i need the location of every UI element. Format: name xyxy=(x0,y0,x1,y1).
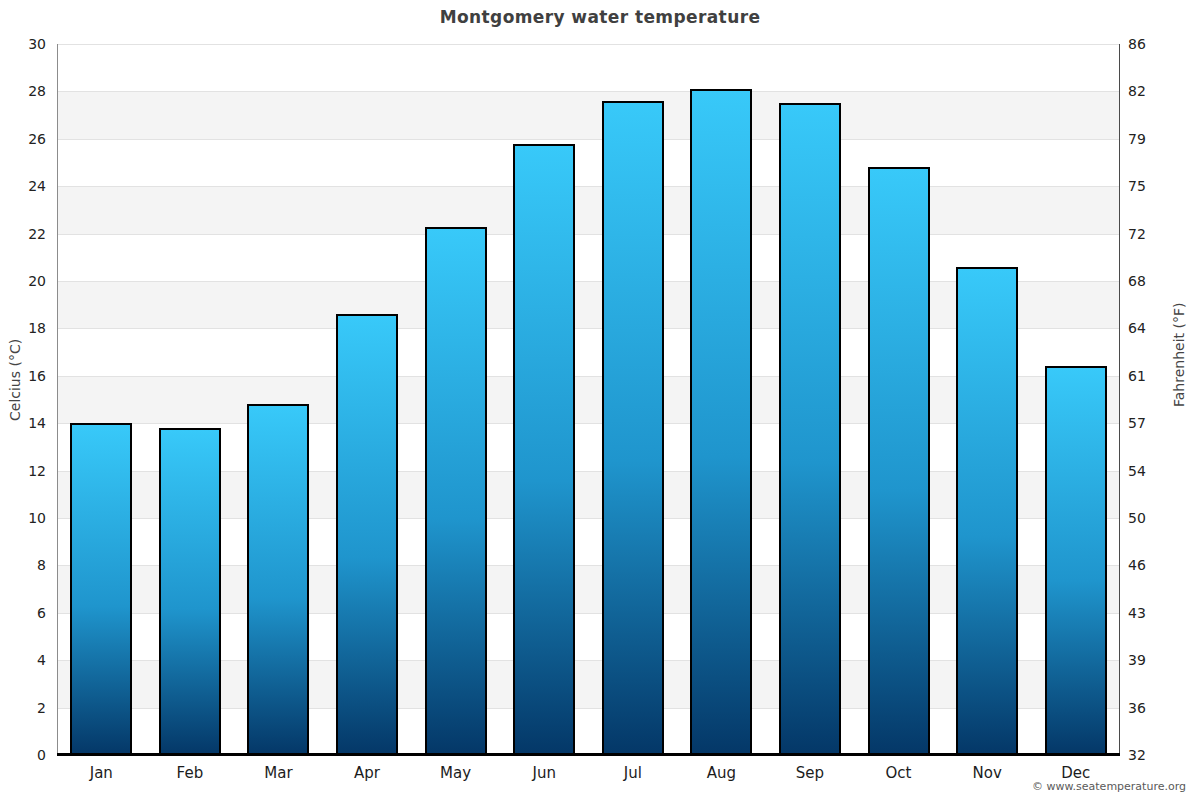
plot-band xyxy=(57,139,1120,186)
bar-jul xyxy=(602,101,664,755)
plot-band xyxy=(57,186,1120,233)
y-tick-celsius: 22 xyxy=(4,225,46,243)
y-tick-fahrenheit: 72 xyxy=(1128,225,1178,243)
y-tick-fahrenheit: 86 xyxy=(1128,35,1178,53)
y-tick-fahrenheit: 54 xyxy=(1128,462,1178,480)
gridline xyxy=(57,91,1120,92)
y-tick-fahrenheit: 32 xyxy=(1128,746,1178,764)
x-label-jul: Jul xyxy=(588,763,678,783)
bar-mar xyxy=(247,404,309,755)
y-tick-fahrenheit: 64 xyxy=(1128,319,1178,337)
x-label-oct: Oct xyxy=(854,763,944,783)
bar-jan xyxy=(70,423,132,755)
x-label-feb: Feb xyxy=(145,763,235,783)
y-tick-fahrenheit: 39 xyxy=(1128,651,1178,669)
plot-band xyxy=(57,91,1120,138)
y-tick-celsius: 8 xyxy=(4,556,46,574)
gridline xyxy=(57,186,1120,187)
y-tick-fahrenheit: 36 xyxy=(1128,699,1178,717)
y-tick-celsius: 24 xyxy=(4,177,46,195)
bar-oct xyxy=(868,167,930,755)
y-tick-celsius: 2 xyxy=(4,699,46,717)
y-tick-celsius: 16 xyxy=(4,367,46,385)
y-tick-fahrenheit: 79 xyxy=(1128,130,1178,148)
y-tick-celsius: 26 xyxy=(4,130,46,148)
gridline xyxy=(57,139,1120,140)
y-tick-celsius: 0 xyxy=(4,746,46,764)
bar-aug xyxy=(690,89,752,755)
y-tick-fahrenheit: 68 xyxy=(1128,272,1178,290)
bar-apr xyxy=(336,314,398,755)
y-tick-celsius: 4 xyxy=(4,651,46,669)
x-label-nov: Nov xyxy=(942,763,1032,783)
bar-sep xyxy=(779,103,841,755)
y-tick-celsius: 20 xyxy=(4,272,46,290)
bar-nov xyxy=(956,267,1018,755)
y-tick-celsius: 28 xyxy=(4,82,46,100)
y-tick-fahrenheit: 46 xyxy=(1128,556,1178,574)
y-axis-line-right xyxy=(1119,44,1120,755)
y-tick-fahrenheit: 61 xyxy=(1128,367,1178,385)
x-label-jan: Jan xyxy=(56,763,146,783)
x-label-dec: Dec xyxy=(1031,763,1121,783)
gridline xyxy=(57,234,1120,235)
y-tick-fahrenheit: 43 xyxy=(1128,604,1178,622)
x-label-apr: Apr xyxy=(322,763,412,783)
y-tick-fahrenheit: 75 xyxy=(1128,177,1178,195)
x-label-may: May xyxy=(411,763,501,783)
chart-title: Montgomery water temperature xyxy=(0,7,1200,27)
y-tick-celsius: 30 xyxy=(4,35,46,53)
bar-dec xyxy=(1045,366,1107,755)
bar-feb xyxy=(159,428,221,755)
y-tick-celsius: 14 xyxy=(4,414,46,432)
x-axis-line xyxy=(57,753,1120,756)
water-temperature-chart: Montgomery water temperature Celcius (°C… xyxy=(0,0,1200,800)
x-label-mar: Mar xyxy=(233,763,323,783)
bar-jun xyxy=(513,144,575,755)
y-tick-celsius: 12 xyxy=(4,462,46,480)
gridline xyxy=(57,44,1120,45)
y-tick-fahrenheit: 82 xyxy=(1128,82,1178,100)
y-tick-celsius: 6 xyxy=(4,604,46,622)
x-label-jun: Jun xyxy=(499,763,589,783)
y-tick-fahrenheit: 50 xyxy=(1128,509,1178,527)
x-label-sep: Sep xyxy=(765,763,855,783)
plot-area xyxy=(57,44,1120,755)
y-tick-celsius: 10 xyxy=(4,509,46,527)
x-label-aug: Aug xyxy=(676,763,766,783)
y-axis-line-left xyxy=(57,44,58,755)
y-tick-fahrenheit: 57 xyxy=(1128,414,1178,432)
plot-band xyxy=(57,44,1120,91)
y-tick-celsius: 18 xyxy=(4,319,46,337)
bar-may xyxy=(425,227,487,756)
